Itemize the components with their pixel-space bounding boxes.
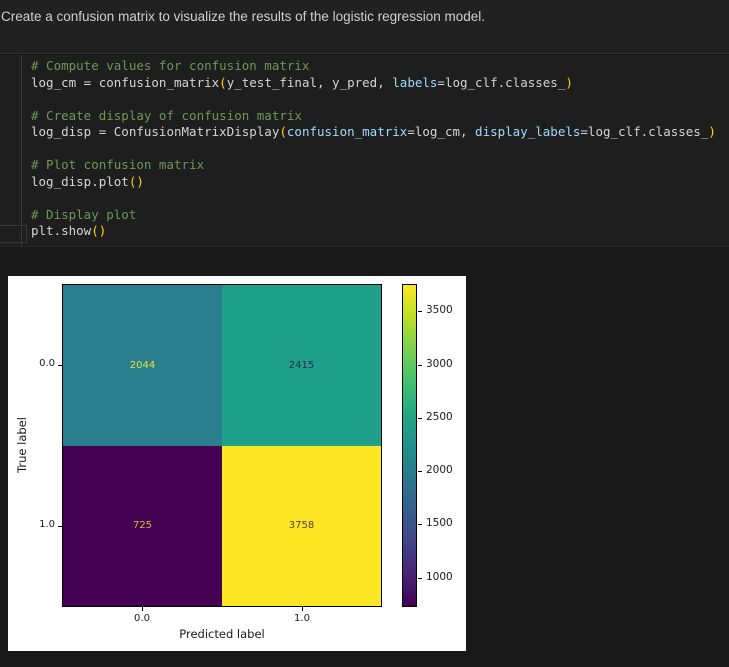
colorbar-tick-label: 1000 (426, 570, 453, 583)
code-line: # Create display of confusion matrix (31, 108, 716, 125)
heatmap-grid: 2044 2415 725 3758 (62, 284, 382, 607)
code-token: log_cm = confusion_matrix (31, 74, 220, 90)
code-token: ( (219, 74, 227, 90)
code-token: plt.show (31, 223, 92, 238)
code-token: =log_cm, (407, 124, 476, 139)
code-line: log_cm = confusion_matrix(y_test_final, … (31, 75, 716, 92)
y-tick-label: 0.0 (39, 357, 55, 369)
x-tick-label: 1.0 (294, 613, 310, 624)
colorbar-tick-mark (418, 311, 422, 313)
code-token: # Compute values for confusion matrix (31, 58, 310, 73)
code-token: =log_clf.classes_ (580, 124, 709, 139)
code-lines[interactable]: # Compute values for confusion matrix log… (31, 58, 716, 240)
colorbar-tick-label: 2000 (426, 464, 453, 477)
markdown-cell[interactable]: Create a confusion matrix to visualize t… (0, 0, 729, 54)
code-token: log_disp.plot (31, 173, 129, 189)
y-tick-label: 1.0 (39, 519, 55, 531)
code-token: # Create display of confusion matrix (31, 107, 302, 123)
code-line: # Compute values for confusion matrix (31, 58, 716, 75)
colorbar-tick-label: 3000 (426, 357, 453, 370)
x-tick-label: 0.0 (134, 613, 150, 624)
matrix-cell-1-0: 725 (63, 445, 222, 606)
colorbar (402, 284, 417, 607)
colorbar-tick-label: 1500 (426, 517, 453, 530)
colorbar-tick-mark (418, 577, 422, 579)
code-token: () (128, 173, 144, 189)
x-tick-mark (142, 607, 143, 611)
matrix-cell-1-1: 3758 (222, 445, 381, 606)
code-line: log_disp.plot() (31, 174, 716, 191)
code-line (31, 91, 716, 108)
code-token: y_test_final, y_pred, (226, 74, 393, 90)
code-token: ) (565, 74, 573, 90)
code-cell[interactable]: # Compute values for confusion matrix log… (0, 55, 729, 247)
code-token: ) (708, 124, 716, 139)
colorbar-tick-mark (418, 471, 422, 473)
y-tick-mark (58, 364, 62, 366)
y-tick-mark (58, 526, 62, 528)
code-token: () (91, 223, 107, 238)
matrix-cell-0-0: 2044 (63, 285, 222, 446)
code-token: # Plot confusion matrix (31, 157, 205, 172)
colorbar-tick-label: 3500 (426, 304, 453, 317)
code-token: =log_clf.classes_ (437, 74, 566, 90)
code-line (31, 190, 716, 207)
code-token: log_disp = ConfusionMatrixDisplay (31, 124, 280, 139)
colorbar-tick-mark (418, 417, 422, 419)
code-token: # Display plot (31, 206, 137, 222)
code-line: plt.show() (31, 223, 716, 240)
code-line (31, 141, 716, 158)
colorbar-tick-mark (418, 364, 422, 366)
colorbar-tick-mark (418, 524, 422, 526)
markdown-cell-text: Create a confusion matrix to visualize t… (1, 9, 485, 24)
x-tick-mark (302, 607, 303, 611)
code-token: display_labels (475, 124, 581, 139)
confusion-matrix-figure: 2044 2415 725 3758 Predicted label True lab… (8, 276, 466, 651)
code-cell-left-border (21, 55, 22, 247)
code-line: # Display plot (31, 207, 716, 224)
code-token: ( (279, 124, 287, 139)
code-token: labels (392, 74, 438, 90)
code-token: confusion_matrix (286, 124, 408, 139)
x-axis-label: Predicted label (179, 627, 265, 641)
code-line: # Plot confusion matrix (31, 157, 716, 174)
y-axis-label: True label (15, 417, 29, 473)
colorbar-tick-label: 2500 (426, 410, 453, 423)
matrix-cell-0-1: 2415 (222, 285, 381, 446)
cell-gutter-box (0, 225, 27, 243)
code-line: log_disp = ConfusionMatrixDisplay(confus… (31, 124, 716, 141)
